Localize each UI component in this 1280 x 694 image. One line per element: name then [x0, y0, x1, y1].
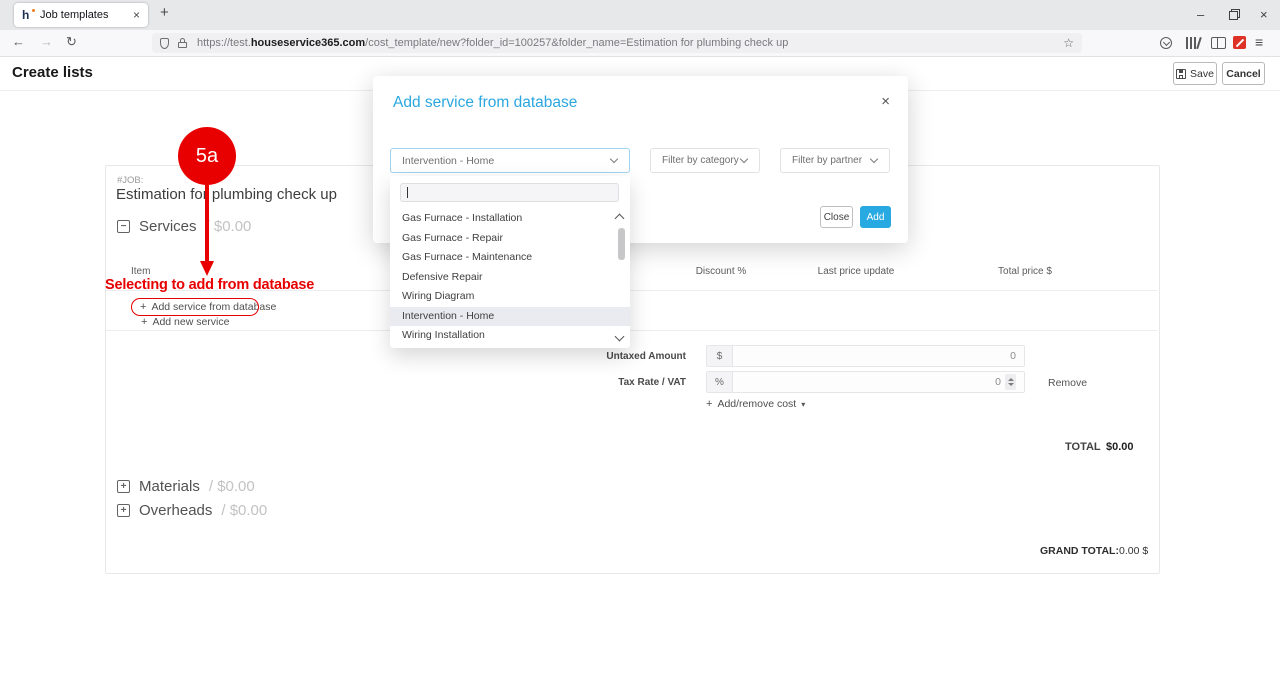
dropdown-option[interactable]: Gas Furnace - Installation — [402, 212, 523, 224]
annotation-step-badge: 5a — [178, 127, 236, 185]
annotation-arrow-head — [200, 261, 214, 276]
dropdown-option-selected[interactable]: Intervention - Home — [390, 306, 630, 326]
total-value: $0.00 — [1106, 441, 1134, 453]
overheads-section-amount: / $0.00 — [221, 502, 268, 519]
services-section-header[interactable]: − Services / $0.00 — [117, 218, 251, 235]
modal-close-button[interactable]: Close — [820, 206, 853, 228]
dropdown-option[interactable]: Gas Furnace - Repair — [402, 231, 503, 244]
sidebar-toggle-icon[interactable] — [1211, 37, 1226, 49]
column-header-item: Item — [131, 266, 151, 277]
pocket-icon[interactable] — [1160, 37, 1172, 49]
reload-button[interactable]: ↻ — [66, 34, 77, 49]
window-minimize-button[interactable]: – — [1197, 7, 1205, 22]
tax-rate-label: Tax Rate / VAT — [618, 377, 686, 388]
divider — [106, 330, 1157, 331]
overheads-section-header[interactable]: + Overheads / $0.00 — [117, 502, 267, 519]
plus-icon: + — [706, 397, 713, 410]
site-favicon-icon: h — [22, 9, 35, 21]
back-button[interactable]: ← — [12, 34, 25, 49]
filter-by-partner-select[interactable]: Filter by partner — [780, 148, 890, 173]
materials-section-header[interactable]: + Materials / $0.00 — [117, 478, 255, 495]
total-label: TOTAL — [1065, 441, 1101, 453]
untaxed-amount-label: Untaxed Amount — [606, 351, 686, 362]
chevron-down-icon — [739, 154, 749, 164]
https-lock-icon[interactable] — [178, 37, 188, 49]
add-new-service-link[interactable]: + Add new service — [141, 315, 230, 328]
plus-icon: + — [141, 315, 148, 328]
job-name: Estimation for plumbing check up — [116, 186, 337, 203]
add-service-from-database-link[interactable]: + Add service from database — [140, 300, 277, 313]
job-label: #JOB: — [117, 175, 144, 186]
grand-total-value: 0.00 $ — [1119, 545, 1149, 557]
column-header-discount: Discount % — [695, 266, 747, 277]
dropdown-option[interactable]: Defensive Repair — [402, 270, 483, 283]
service-select[interactable]: Intervention - Home — [390, 148, 630, 173]
modal-close-icon[interactable]: × — [881, 93, 890, 110]
cancel-button[interactable]: Cancel — [1222, 62, 1265, 85]
column-header-total-price: Total price $ — [998, 266, 1052, 277]
plus-icon: + — [140, 300, 147, 313]
app-menu-icon[interactable]: ≡ — [1255, 34, 1264, 50]
dropdown-option[interactable]: Wiring Installation — [402, 329, 485, 341]
tab-title: Job templates — [40, 9, 109, 21]
scrollbar-thumb[interactable] — [618, 228, 625, 260]
services-section-label: Services — [139, 218, 197, 235]
remove-cost-link[interactable]: Remove — [1048, 377, 1088, 389]
page-title: Create lists — [12, 64, 93, 81]
number-stepper[interactable] — [1005, 374, 1016, 390]
tax-rate-value[interactable]: 0 — [995, 376, 1001, 388]
divider — [106, 290, 1157, 291]
window-restore-button[interactable] — [1229, 9, 1240, 20]
annotation-note: Selecting to add from database — [105, 277, 315, 293]
expand-icon[interactable]: + — [117, 480, 130, 493]
service-dropdown-panel: Gas Furnace - Installation Gas Furnace -… — [390, 176, 630, 348]
filter-by-category-select[interactable]: Filter by category — [650, 148, 760, 173]
caret-down-icon: ▾ — [801, 399, 806, 409]
tab-close-icon[interactable]: × — [132, 8, 140, 22]
untaxed-amount-input[interactable]: $ 0 — [706, 345, 1025, 367]
dollar-prefix: $ — [707, 346, 733, 366]
dropdown-search-input[interactable] — [400, 183, 619, 202]
bookmark-star-icon[interactable]: ☆ — [1063, 36, 1074, 50]
save-floppy-icon — [1176, 68, 1187, 79]
materials-section-amount: / $0.00 — [208, 478, 255, 495]
column-header-last-price-update: Last price update — [817, 266, 895, 277]
text-cursor — [407, 187, 408, 198]
library-icon[interactable] — [1186, 37, 1202, 50]
chevron-down-icon — [869, 154, 879, 164]
new-tab-button[interactable]: + — [160, 4, 169, 21]
annotation-highlight-box — [131, 298, 259, 316]
overheads-section-label: Overheads — [139, 502, 213, 519]
dropdown-option[interactable]: Wiring Diagram — [402, 290, 475, 302]
tax-rate-input[interactable]: % 0 — [706, 371, 1025, 393]
materials-section-label: Materials — [139, 478, 200, 495]
modal-add-button[interactable]: Add — [860, 206, 891, 228]
dropdown-option[interactable]: Gas Furnace - Maintenance — [402, 251, 533, 263]
dropdown-list: Gas Furnace - Installation Gas Furnace -… — [390, 209, 630, 346]
add-remove-cost-link[interactable]: + Add/remove cost ▾ — [706, 397, 806, 410]
expand-icon[interactable]: + — [117, 504, 130, 517]
window-close-button[interactable]: × — [1260, 7, 1268, 22]
tracking-protection-shield-icon[interactable] — [160, 37, 169, 49]
browser-tab-bar: h Job templates × + – × — [0, 0, 1280, 30]
forward-button: → — [40, 34, 53, 49]
browser-tab[interactable]: h Job templates × — [14, 3, 148, 27]
grand-total-label: GRAND TOTAL: — [1040, 545, 1119, 557]
untaxed-amount-value[interactable]: 0 — [1010, 350, 1016, 362]
screenshot-extension-icon[interactable] — [1233, 36, 1246, 49]
annotation-arrow-line — [205, 185, 209, 262]
services-section-amount: / $0.00 — [205, 218, 252, 235]
browser-toolbar: ← → ↻ https://test.houseservice365.com/c… — [0, 30, 1280, 57]
collapse-icon[interactable]: − — [117, 220, 130, 233]
percent-prefix: % — [707, 372, 733, 392]
url-text: https://test.houseservice365.com/cost_te… — [197, 37, 789, 49]
save-button[interactable]: Save — [1173, 62, 1217, 85]
url-bar[interactable]: https://test.houseservice365.com/cost_te… — [152, 33, 1082, 53]
chevron-down-icon — [609, 154, 619, 164]
modal-title: Add service from database — [393, 94, 578, 111]
